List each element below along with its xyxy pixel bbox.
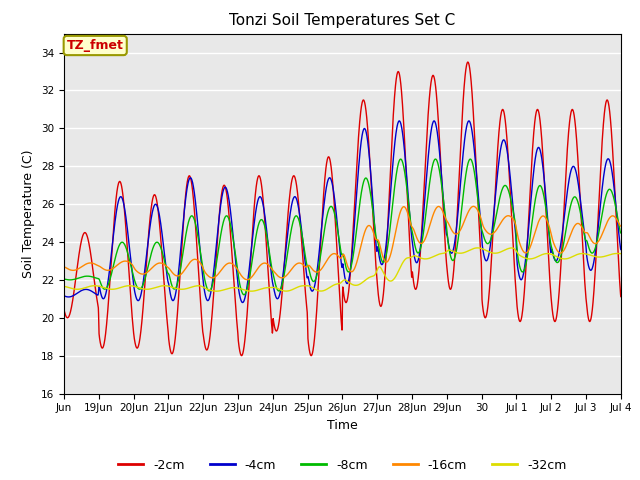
-8cm xyxy=(617,230,625,236)
-8cm xyxy=(542,205,550,211)
-16cm xyxy=(511,218,518,224)
Text: TZ_fmet: TZ_fmet xyxy=(67,39,124,52)
-2cm xyxy=(542,206,550,212)
-32cm xyxy=(609,251,617,257)
-32cm xyxy=(511,246,518,252)
-2cm xyxy=(617,294,625,300)
-8cm xyxy=(236,281,244,287)
-4cm xyxy=(465,118,473,124)
-32cm xyxy=(212,288,220,294)
-8cm xyxy=(609,193,617,199)
-8cm xyxy=(240,292,248,298)
-16cm xyxy=(376,243,384,249)
-4cm xyxy=(239,300,246,305)
-32cm xyxy=(474,245,481,251)
-16cm xyxy=(236,270,244,276)
-16cm xyxy=(542,216,550,221)
Y-axis label: Soil Temperature (C): Soil Temperature (C) xyxy=(22,149,35,278)
-4cm xyxy=(542,194,550,200)
-8cm xyxy=(116,242,124,248)
-32cm xyxy=(60,284,68,289)
-2cm xyxy=(60,307,68,313)
-4cm xyxy=(617,247,625,252)
-16cm xyxy=(60,264,68,270)
Line: -16cm: -16cm xyxy=(64,206,621,280)
-4cm xyxy=(511,219,518,225)
-16cm xyxy=(243,277,251,283)
-4cm xyxy=(609,178,617,184)
-2cm xyxy=(116,179,124,184)
-2cm xyxy=(511,265,518,271)
Line: -4cm: -4cm xyxy=(64,121,621,302)
X-axis label: Time: Time xyxy=(327,419,358,432)
Line: -32cm: -32cm xyxy=(64,248,621,291)
-4cm xyxy=(60,293,68,299)
-32cm xyxy=(236,286,244,291)
-16cm xyxy=(617,223,625,229)
-2cm xyxy=(464,59,472,65)
-8cm xyxy=(60,276,68,282)
Line: -8cm: -8cm xyxy=(64,159,621,295)
-2cm xyxy=(237,353,245,359)
Legend: -2cm, -4cm, -8cm, -16cm, -32cm: -2cm, -4cm, -8cm, -16cm, -32cm xyxy=(113,454,572,477)
-8cm xyxy=(376,251,384,257)
-16cm xyxy=(609,213,617,219)
-4cm xyxy=(376,258,384,264)
-8cm xyxy=(511,215,518,221)
Line: -2cm: -2cm xyxy=(64,62,621,356)
-8cm xyxy=(431,156,439,162)
-16cm xyxy=(470,204,477,209)
-32cm xyxy=(542,251,550,256)
-32cm xyxy=(617,251,625,256)
-4cm xyxy=(236,293,244,299)
-32cm xyxy=(376,264,384,270)
Title: Tonzi Soil Temperatures Set C: Tonzi Soil Temperatures Set C xyxy=(229,13,456,28)
-2cm xyxy=(376,302,384,308)
-32cm xyxy=(116,285,124,291)
-4cm xyxy=(116,195,124,201)
-16cm xyxy=(116,261,124,266)
-2cm xyxy=(236,348,244,354)
-2cm xyxy=(609,159,617,165)
